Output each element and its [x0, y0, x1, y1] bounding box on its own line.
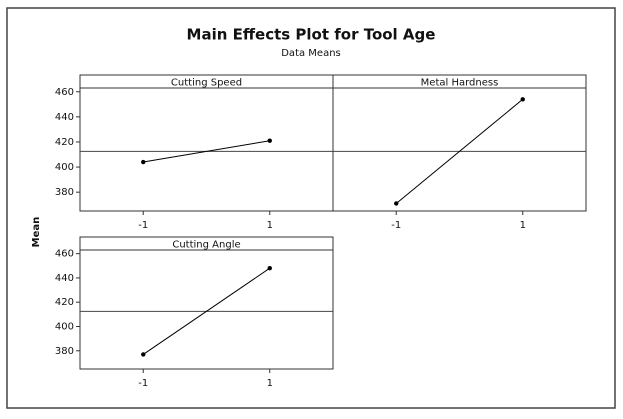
x-tick-label: -1: [138, 220, 148, 231]
x-tick-label: -1: [391, 220, 401, 231]
data-point: [520, 97, 525, 102]
panel-title: Metal Hardness: [421, 78, 499, 89]
y-tick-label: 420: [55, 297, 74, 308]
data-point: [267, 266, 272, 271]
y-tick-label: 400: [55, 322, 74, 333]
y-tick-label: 440: [55, 273, 74, 284]
y-tick-label: 460: [55, 87, 74, 98]
chart-title: Main Effects Plot for Tool Age: [187, 26, 436, 44]
y-tick-label: 380: [55, 187, 74, 198]
y-tick-label: 460: [55, 249, 74, 260]
panel: [332, 74, 587, 212]
y-tick-label: 440: [55, 112, 74, 123]
data-point: [394, 201, 399, 206]
x-tick-label: -1: [138, 378, 148, 389]
panel-title: Cutting Speed: [171, 78, 242, 89]
y-tick-label: 400: [55, 162, 74, 173]
y-axis-label: Mean: [31, 217, 42, 248]
panel: [79, 74, 334, 212]
data-point: [141, 352, 146, 357]
chart-subtitle: Data Means: [281, 48, 341, 59]
data-point: [141, 159, 146, 165]
data-point: [267, 138, 272, 143]
x-tick-label: 1: [267, 220, 273, 231]
x-tick-label: 1: [520, 220, 526, 231]
panel-title: Cutting Angle: [172, 240, 240, 251]
y-tick-label: 420: [55, 137, 74, 148]
x-tick-label: 1: [267, 378, 273, 389]
data-line: [143, 140, 270, 163]
data-line: [142, 267, 271, 355]
panel: [79, 236, 334, 370]
y-tick-label: 380: [55, 346, 74, 357]
data-line: [395, 98, 524, 204]
